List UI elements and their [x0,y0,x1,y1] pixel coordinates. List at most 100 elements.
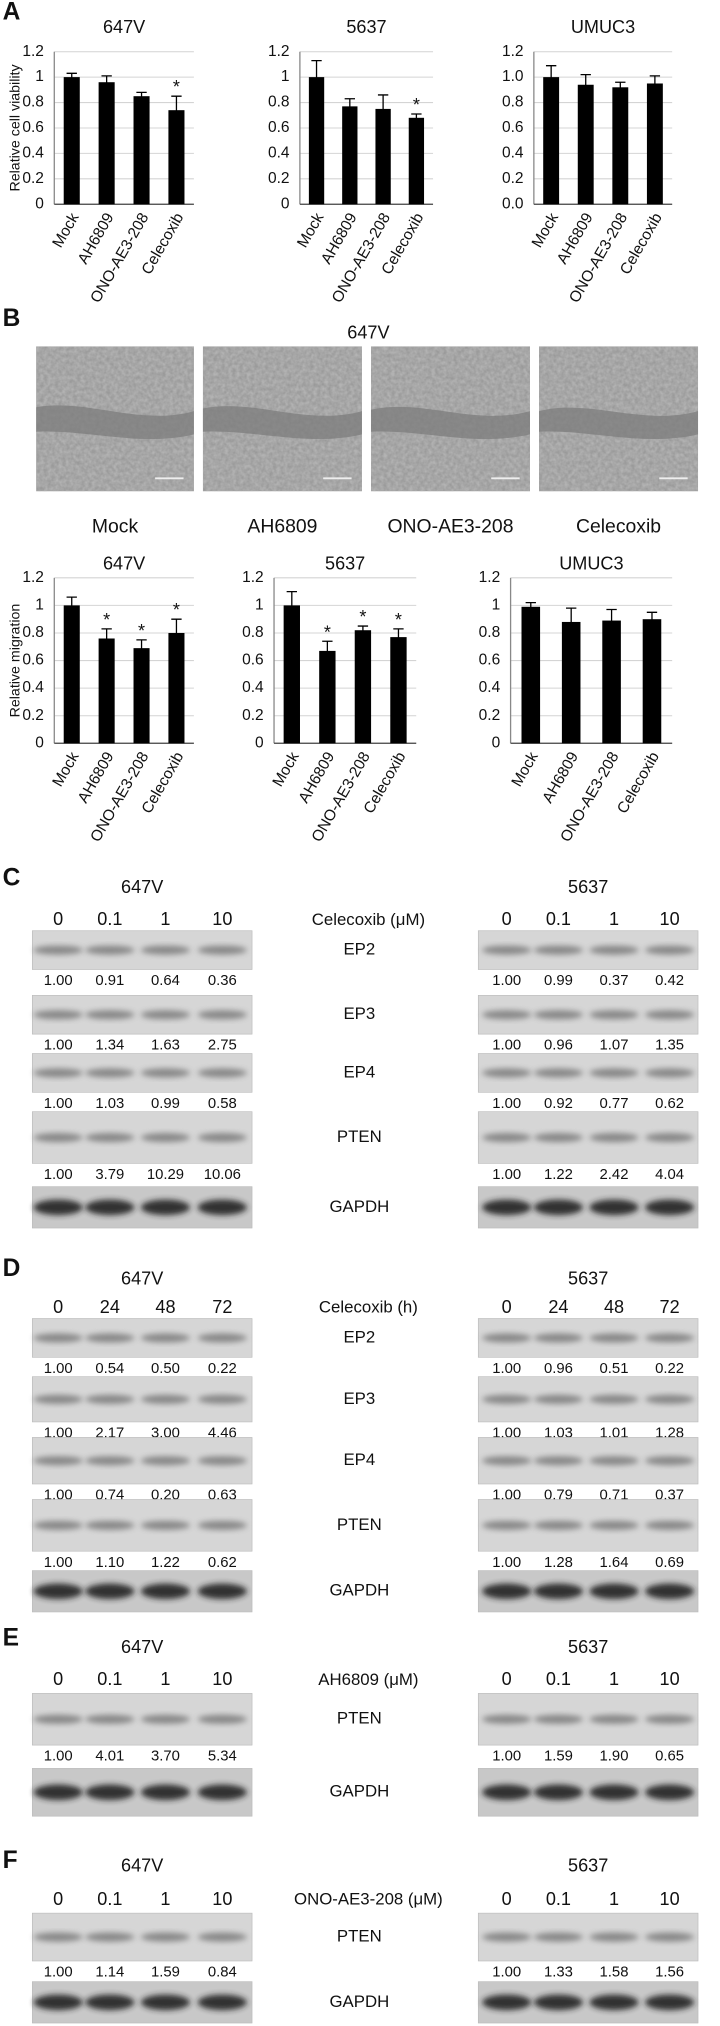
blot-band [33,1520,83,1530]
y-tick-label: 0.4 [502,144,524,161]
y-tick-label: 0.6 [268,119,290,136]
y-tick-label: 0.8 [242,624,264,641]
quantification: 0.58 [208,1096,237,1112]
chart-title: UMUC3 [559,554,623,574]
blot-band [197,945,247,955]
blot-band [33,1932,83,1942]
lane-label: 0.1 [546,909,571,929]
y-tick-label: 0.8 [22,624,44,641]
treatment-label: Celecoxib (μM) [312,910,425,929]
significance-mark: * [173,600,180,620]
y-tick-label: 0.8 [22,94,44,111]
blot-band [482,1784,532,1801]
micrograph [539,346,699,492]
cell-line-label: 5637 [568,877,608,897]
blot-band [482,1394,532,1404]
y-tick-label: 0.4 [22,679,44,696]
blot-band [85,1133,135,1143]
cell-line-label: 5637 [568,1269,608,1289]
blot-band [85,1784,135,1801]
error-bar [580,73,591,95]
blot-band [589,1068,639,1078]
y-tick-label: 1 [255,596,264,613]
blot-band [533,1394,583,1404]
quantification: 1.59 [151,1965,180,1981]
blot-band [645,1199,695,1216]
image-title: 647V [347,322,389,342]
blot-band [533,945,583,955]
blot-band [197,1010,247,1020]
blot-band [85,1394,135,1404]
y-tick-label: 0.4 [242,679,264,696]
blot-band [589,1333,639,1343]
wound-gap [370,406,530,440]
blot-band [589,1199,639,1216]
bar [521,606,541,744]
blot-band [645,1714,695,1724]
lane-label: 0 [53,1889,63,1909]
quantification: 1.35 [655,1038,684,1054]
y-tick-label: 0 [35,734,44,751]
blot-band [482,945,532,955]
blot-band [589,1133,639,1143]
quantification: 1.00 [44,1965,73,1981]
blot-band [33,1068,83,1078]
blot-band [140,1456,191,1466]
bar [602,620,621,744]
quantification: 1.00 [492,973,521,989]
blot-band [85,1199,135,1216]
x-tick-label: Mock [49,749,82,790]
blot-band [645,1784,695,1801]
blot-band [197,1133,247,1143]
quantification: 3.70 [151,1749,180,1765]
blot-band [589,1583,639,1600]
lane-label: 1 [609,1669,619,1689]
blot-band [533,1784,583,1801]
error-bar [286,590,297,620]
y-tick-label: 0.4 [268,144,290,161]
treatment-label: Celecoxib (h) [319,1298,418,1317]
y-tick-label: 0.8 [502,94,524,111]
bar [98,638,115,744]
blot-band [33,1010,83,1020]
error-bar [649,75,661,92]
micrograph [36,346,194,492]
bar [283,605,300,744]
x-tick-label: AH6809 [539,749,582,806]
quantification: 0.50 [151,1361,180,1377]
y-tick-label: 1.2 [22,43,44,60]
error-bar [357,625,369,635]
blot-band [197,1714,247,1724]
protein-label: EP4 [343,1062,375,1081]
blot-band [482,1520,532,1530]
lane-label: 72 [212,1297,232,1317]
significance-mark: * [413,95,420,115]
error-bar [101,75,112,89]
bar [543,77,560,205]
quantification: 1.63 [151,1038,180,1054]
bar [646,83,663,205]
y-tick-label: 1 [281,68,290,85]
quantification: 0.65 [655,1749,684,1765]
y-tick-label: 0.8 [479,624,501,641]
quantification: 1.56 [655,1965,684,1981]
blot-band [645,1333,695,1343]
protein-label: EP2 [343,1327,375,1346]
bar [319,650,336,744]
chart-title: 5637 [346,17,386,37]
error-bar [566,607,577,636]
quantification: 4.04 [655,1167,684,1183]
quantification: 1.00 [492,1555,521,1571]
protein-label: PTEN [337,1515,382,1534]
quantification: 1.00 [492,1096,521,1112]
blot-band [197,1520,247,1530]
blot-band [85,1714,135,1724]
cell-line-label: 5637 [568,1855,608,1875]
blot-band [482,1583,532,1600]
lane-label: 48 [604,1297,624,1317]
y-tick-label: 1 [492,596,501,613]
blot-band [533,1994,583,2011]
y-axis-label: Relative migration [7,604,23,718]
lane-label: 0 [502,1669,512,1689]
blot-band [85,1932,135,1942]
